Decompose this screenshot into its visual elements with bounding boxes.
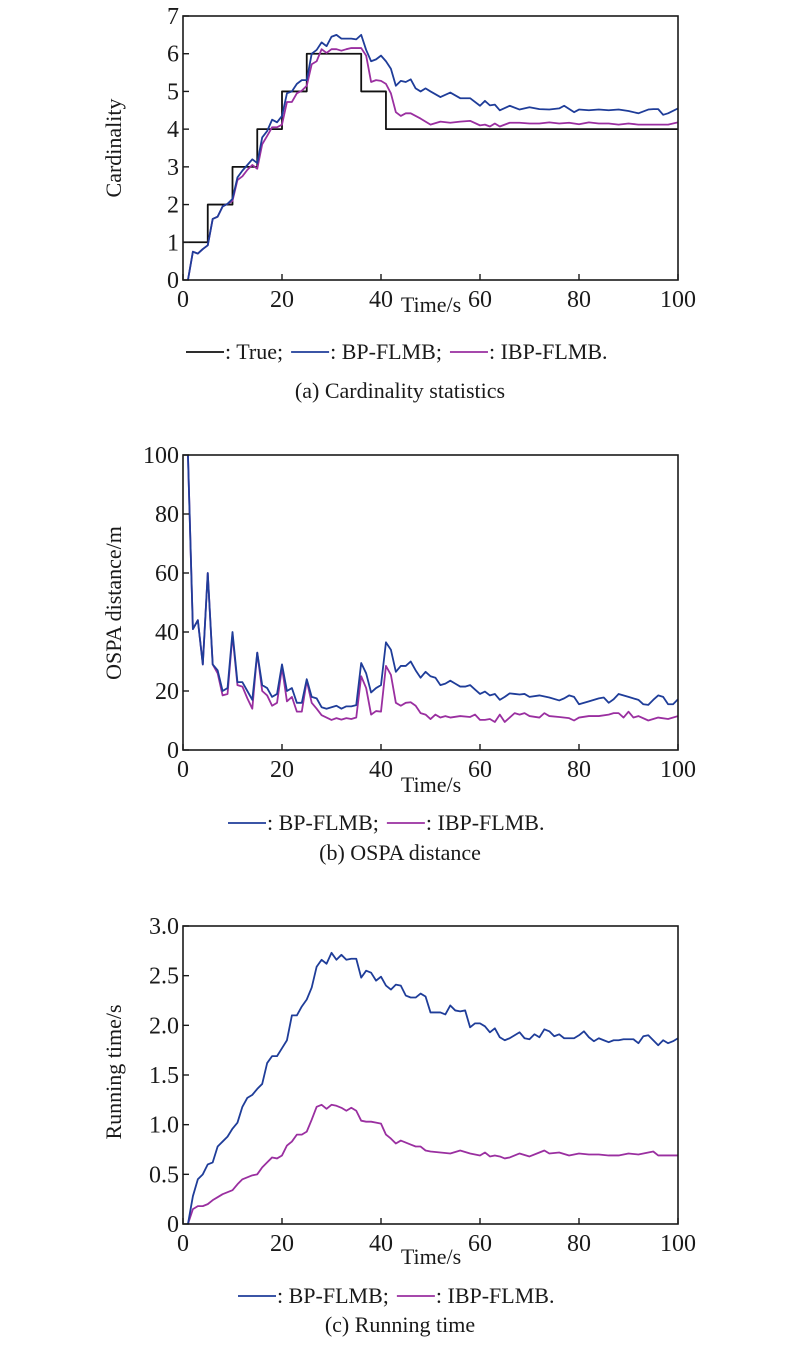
x-tick-label: 60 — [468, 287, 492, 313]
legend-label: : True; — [225, 339, 283, 364]
tick-layer: 0 20 40 60 80 100 0 0.5 1.0 1.5 2.0 2.5 3.0 — [149, 914, 696, 1257]
series-line-ibp — [187, 1103, 678, 1224]
y-tick-label: 4 — [167, 117, 179, 143]
legend: : BP-FLMB; : IBP-FLMB. — [228, 810, 544, 835]
x-tick-label: 80 — [567, 287, 591, 313]
x-tick-label: 100 — [660, 1231, 696, 1257]
plot-frame — [182, 15, 679, 281]
legend-label: : BP-FLMB; — [277, 1283, 389, 1308]
x-tick-label: 80 — [567, 1231, 591, 1257]
x-axis-title: Time/s — [401, 1244, 461, 1269]
series-layer — [187, 951, 678, 1224]
y-tick-label: 20 — [155, 679, 179, 705]
y-tick-label: 2.0 — [149, 1013, 179, 1039]
x-tick-label: 60 — [468, 1231, 492, 1257]
y-tick-label: 60 — [155, 561, 179, 587]
x-tick-label: 20 — [270, 287, 294, 313]
x-axis-title: Time/s — [401, 772, 461, 797]
legend-label: : BP-FLMB; — [267, 810, 379, 835]
legend: : True; : BP-FLMB; : IBP-FLMB. — [186, 339, 608, 364]
series-line-ibp — [187, 47, 678, 280]
legend-label: : IBP-FLMB. — [436, 1283, 555, 1308]
y-tick-label: 5 — [167, 79, 179, 105]
y-axis-title: Running time/s — [101, 1004, 126, 1139]
y-axis-title: OSPA distance/m — [101, 526, 126, 680]
y-tick-label: 1.5 — [149, 1063, 179, 1089]
y-tick-label: 0 — [167, 738, 179, 764]
x-axis-title: Time/s — [401, 292, 461, 317]
y-tick-label: 2.5 — [149, 964, 179, 990]
y-tick-label: 0 — [167, 268, 179, 294]
x-tick-label: 20 — [270, 757, 294, 783]
y-tick-label: 40 — [155, 620, 179, 646]
tick-layer: 0 20 40 60 80 100 0 20 40 60 80 100 — [143, 443, 696, 783]
chart-caption: (a) Cardinality statistics — [295, 378, 505, 403]
series-line-bp — [187, 951, 678, 1224]
y-tick-label: 2 — [167, 193, 179, 219]
x-tick-label: 80 — [567, 757, 591, 783]
y-tick-label: 6 — [167, 42, 179, 68]
plot-frame — [182, 925, 679, 1225]
chart-caption: (c) Running time — [325, 1312, 475, 1337]
y-tick-label: 1.0 — [149, 1113, 179, 1139]
series-layer — [187, 454, 678, 723]
x-tick-label: 20 — [270, 1231, 294, 1257]
x-tick-label: 60 — [468, 757, 492, 783]
y-tick-label: 80 — [155, 502, 179, 528]
plot-frame — [182, 454, 679, 751]
x-tick-label: 40 — [369, 287, 393, 313]
series-line-bp — [187, 454, 678, 710]
legend-label: : BP-FLMB; — [330, 339, 442, 364]
x-tick-label: 0 — [177, 287, 189, 313]
y-tick-label: 100 — [143, 443, 179, 469]
x-tick-label: 40 — [369, 757, 393, 783]
x-tick-label: 0 — [177, 1231, 189, 1257]
legend-label: : IBP-FLMB. — [426, 810, 545, 835]
chart-caption: (b) OSPA distance — [319, 840, 481, 865]
y-tick-label: 1 — [167, 230, 179, 256]
y-tick-label: 7 — [167, 4, 179, 30]
x-tick-label: 40 — [369, 1231, 393, 1257]
legend-label: : IBP-FLMB. — [489, 339, 608, 364]
series-line-bp — [187, 33, 678, 280]
x-tick-label: 100 — [660, 757, 696, 783]
y-tick-label: 0.5 — [149, 1162, 179, 1188]
series-layer — [183, 33, 678, 280]
chart-running-time: 0 20 40 60 80 100 0 0.5 1.0 1.5 2.0 2.5 3.0 Time/s R… — [101, 914, 696, 1337]
tick-layer: 0 20 40 60 80 100 0 1 2 3 4 5 6 7 — [167, 4, 696, 313]
series-line-true — [183, 52, 678, 244]
y-axis-title: Cardinality — [101, 99, 126, 198]
y-tick-label: 0 — [167, 1212, 179, 1238]
x-tick-label: 0 — [177, 757, 189, 783]
y-tick-label: 3.0 — [149, 914, 179, 940]
legend: : BP-FLMB; : IBP-FLMB. — [238, 1283, 554, 1308]
x-tick-label: 100 — [660, 287, 696, 313]
y-tick-label: 3 — [167, 155, 179, 181]
chart-ospa-distance: 0 20 40 60 80 100 0 20 40 60 80 100 Time/s OSPA dis… — [101, 443, 696, 865]
